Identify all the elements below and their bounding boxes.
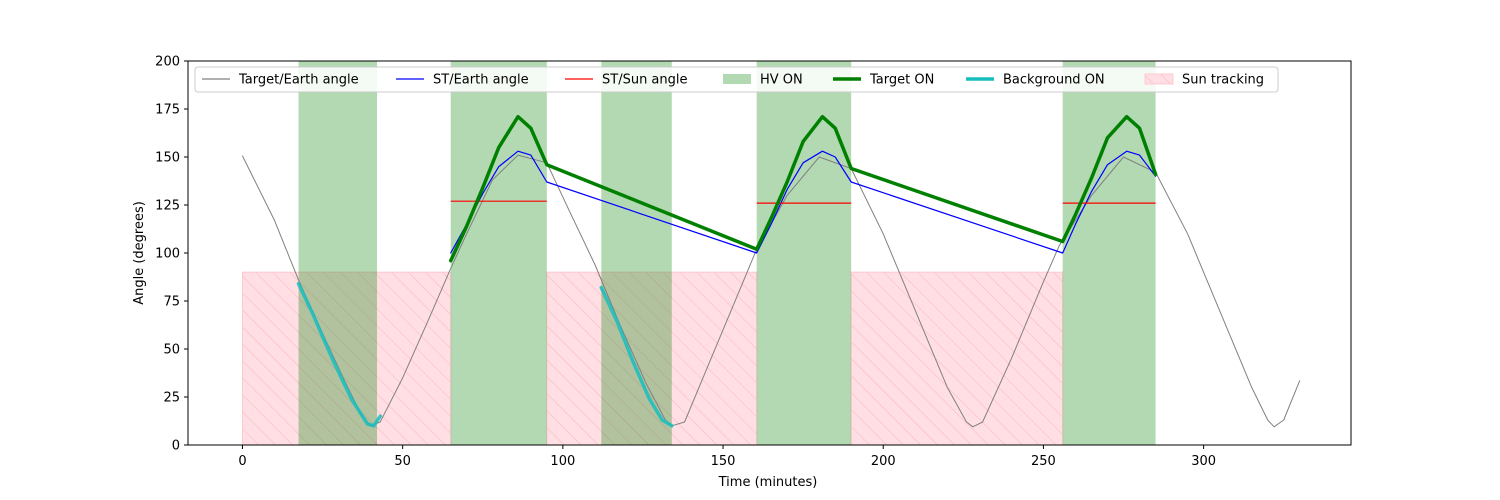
legend-label-st_earth: ST/Earth angle xyxy=(433,73,529,88)
legend-item-st_sun: ST/Sun angle xyxy=(565,73,688,88)
series-line-background-on xyxy=(296,281,674,428)
legend-item-target_earth: Target/Earth angle xyxy=(202,73,359,88)
legend-item-sun_tracking: Sun tracking xyxy=(1144,73,1264,88)
legend-label-hv_on: HV ON xyxy=(760,73,803,88)
hv-on-span-4 xyxy=(1062,61,1156,445)
legend-frame xyxy=(194,66,1279,93)
x-tick-label: 150 xyxy=(711,454,736,469)
y-axis-ticks: 0 25 50 75 100 125 150 175 200 xyxy=(155,55,188,454)
y-axis-title: Angle (degrees) xyxy=(132,201,147,305)
y-tick-label: 0 xyxy=(172,439,180,454)
x-tick-label: 200 xyxy=(871,454,896,469)
sun-tracking-region-2 xyxy=(850,271,1064,445)
y-tick-label: 125 xyxy=(155,199,180,214)
plot-clip-group xyxy=(241,61,1301,445)
y-tick-label: 175 xyxy=(155,103,180,118)
legend-label-st_sun: ST/Sun angle xyxy=(602,73,688,88)
sun-tracking-region-0 xyxy=(241,271,452,445)
sun-tracking-region-1 xyxy=(546,271,758,445)
x-axis-ticks: 0 50 100 150 200 250 300 xyxy=(238,445,1216,469)
y-tick-label: 75 xyxy=(163,295,180,310)
legend-label-background_on: Background ON xyxy=(1003,73,1105,88)
legend: Target/Earth angle ST/Earth angle ST/Sun a… xyxy=(194,66,1279,93)
legend-swatch-sun_tracking xyxy=(1144,73,1174,85)
legend-label-target_on: Target ON xyxy=(869,73,934,88)
legend-label-target_earth: Target/Earth angle xyxy=(238,73,359,88)
x-tick-label: 50 xyxy=(394,454,411,469)
x-tick-label: 250 xyxy=(1031,454,1056,469)
legend-item-background_on: Background ON xyxy=(966,73,1105,88)
hv-on-span-1 xyxy=(450,61,547,445)
legend-swatch-hv_on xyxy=(723,74,751,84)
x-tick-label: 0 xyxy=(238,454,246,469)
hv-on-span-2 xyxy=(601,61,672,445)
hv-on-span-3 xyxy=(756,61,852,445)
y-tick-label: 50 xyxy=(163,343,180,358)
hv-on-span-0 xyxy=(298,61,378,445)
legend-item-hv_on: HV ON xyxy=(723,73,803,88)
series-line-target-earth-angle xyxy=(242,154,1301,428)
plot-area xyxy=(241,61,1301,445)
y-tick-label: 150 xyxy=(155,151,180,166)
x-tick-label: 100 xyxy=(550,454,575,469)
x-axis-title: Time (minutes) xyxy=(718,475,818,490)
series-line-st-earth-angle xyxy=(450,150,1157,254)
legend-item-target_on: Target ON xyxy=(833,73,934,88)
y-tick-label: 25 xyxy=(163,391,180,406)
legend-label-sun_tracking: Sun tracking xyxy=(1182,73,1264,88)
series-line-target-on xyxy=(448,114,1158,263)
series-line-st-sun-angle xyxy=(450,200,1156,204)
x-tick-label: 300 xyxy=(1191,454,1216,469)
axes: 0 50 100 150 200 250 300 0 25 50 75 100 125 150 175 20… xyxy=(132,55,1352,490)
legend-item-st_earth: ST/Earth angle xyxy=(396,73,529,88)
y-tick-label: 200 xyxy=(155,55,180,70)
y-tick-label: 100 xyxy=(155,247,180,262)
